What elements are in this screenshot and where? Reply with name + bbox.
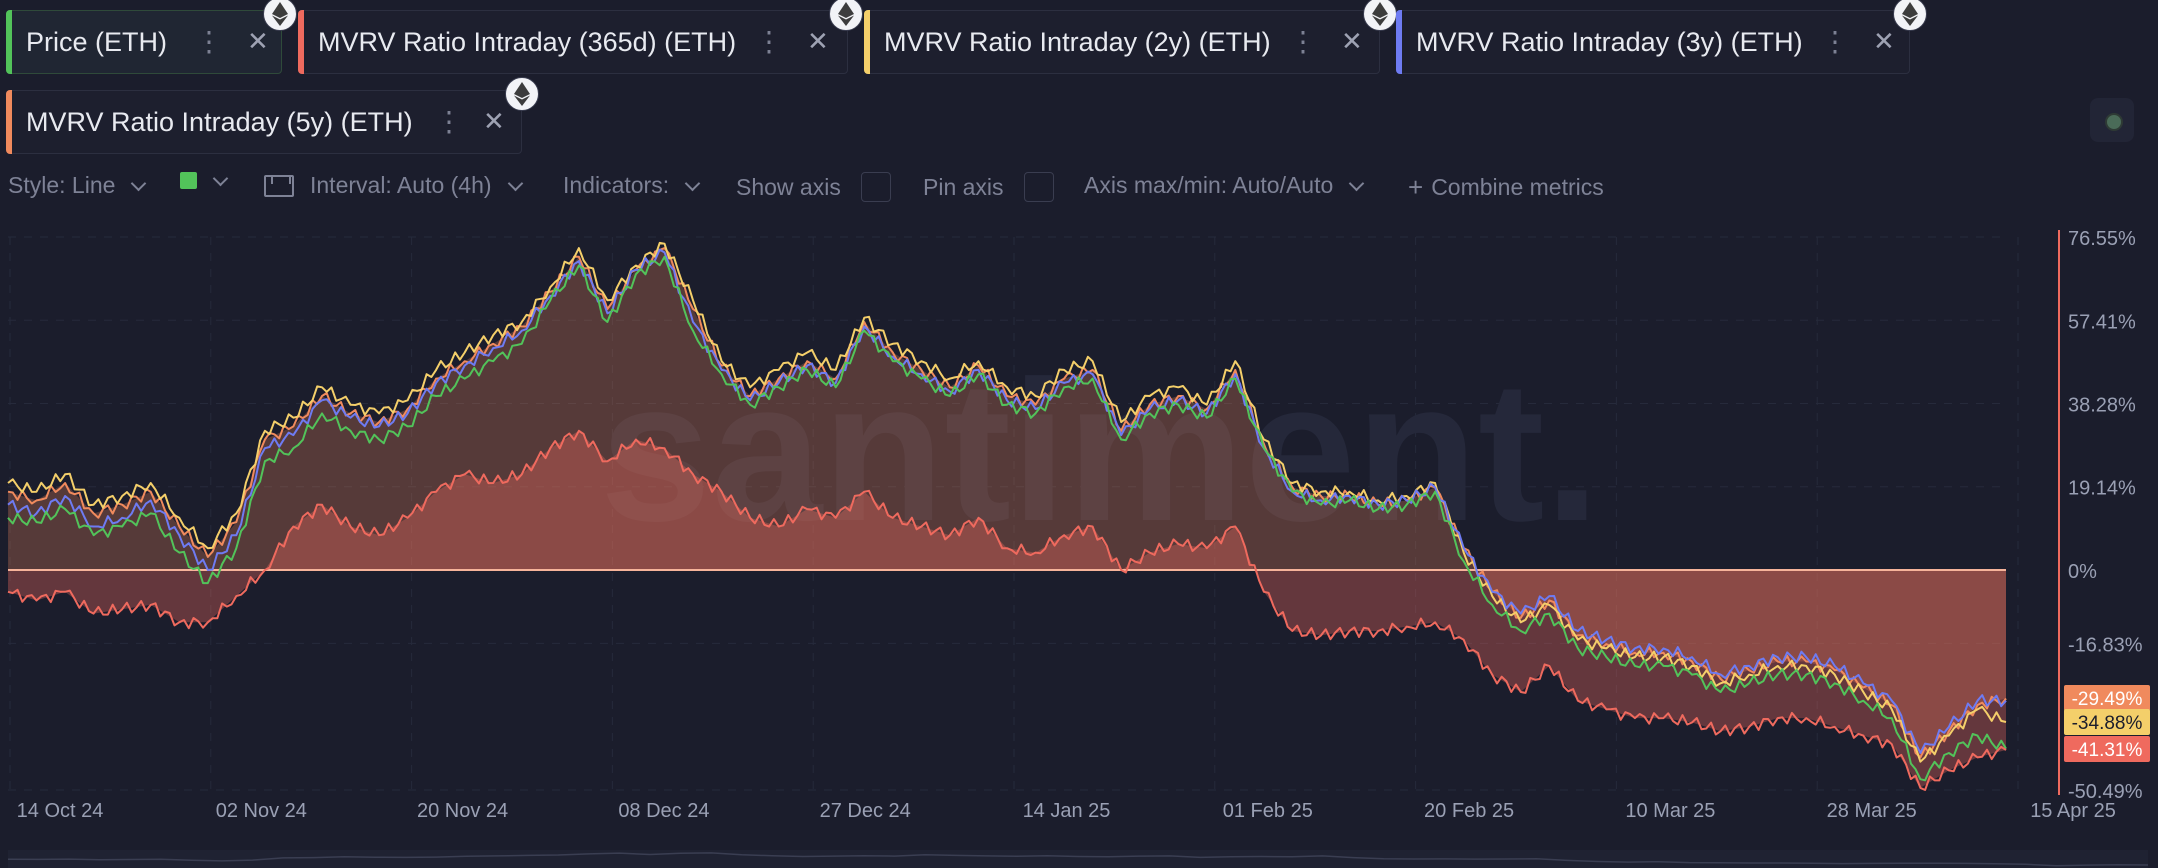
tab-mvrv-2y[interactable]: MVRV Ratio Intraday (2y) (ETH) ⋮ ✕ [864, 0, 1397, 74]
y-tick-label: -16.83% [2068, 634, 2143, 656]
show-axis-toggle[interactable]: Show axis [736, 172, 891, 202]
series-area [8, 248, 2006, 758]
x-tick-label: 28 Mar 25 [1827, 800, 1917, 822]
navigator-line [7, 852, 2149, 867]
status-dot-icon [2105, 113, 2123, 131]
x-tick-label: 01 Feb 25 [1223, 800, 1313, 822]
badge-background [2064, 736, 2150, 762]
tab-mvrv-3y[interactable]: MVRV Ratio Intraday (3y) (ETH) ⋮ ✕ [1396, 0, 1927, 74]
tab-color-indicator [298, 10, 304, 74]
more-options-icon[interactable]: ⋮ [755, 26, 783, 57]
color-picker[interactable] [180, 170, 229, 189]
badge-label: -34.88% [2072, 713, 2143, 734]
ethereum-icon [1893, 0, 1927, 31]
pin-axis-checkbox[interactable] [1023, 172, 1054, 202]
tab-color-indicator [6, 90, 12, 154]
pin-axis-label: Pin axis [923, 173, 1004, 200]
series-line [7, 429, 2007, 791]
tab-price-eth[interactable]: Price (ETH) ⋮ ✕ [6, 0, 297, 74]
combine-metrics-button[interactable]: + Combine metrics [1408, 172, 1604, 203]
y-axis: 76.55% 57.41% 38.28% 19.14% 0% -16.83% -50.49% [2058, 228, 2143, 803]
tab-mvrv-5y[interactable]: MVRV Ratio Intraday (5y) (ETH) ⋮ ✕ [6, 77, 539, 154]
sidebar-toggle-button[interactable] [2090, 98, 2134, 142]
tab-label: MVRV Ratio Intraday (2y) (ETH) [884, 26, 1271, 57]
plus-icon: + [1408, 172, 1424, 202]
style-dropdown[interactable]: Style: Line [8, 172, 147, 199]
tab-color-indicator [6, 10, 12, 74]
navigator-track[interactable] [8, 850, 2148, 868]
style-label: Style: Line [8, 172, 116, 198]
last-value-badges: -29.49% -34.88% -41.31% [2064, 685, 2150, 762]
x-tick-label: 20 Feb 25 [1424, 800, 1514, 822]
tab-label: MVRV Ratio Intraday (365d) (ETH) [318, 26, 737, 57]
series-line [7, 255, 2007, 782]
tab-label: MVRV Ratio Intraday (5y) (ETH) [26, 106, 413, 137]
timeline-navigator[interactable] [7, 850, 2149, 868]
show-axis-checkbox[interactable] [860, 172, 891, 202]
tab-label: Price (ETH) [26, 26, 167, 57]
y-tick-label: 19.14% [2068, 478, 2136, 500]
close-icon[interactable]: ✕ [1341, 26, 1363, 56]
close-icon[interactable]: ✕ [483, 106, 505, 136]
x-tick-label: 20 Nov 24 [417, 800, 508, 822]
last-value-badge: -34.88% [2064, 709, 2150, 735]
badge-background [2064, 685, 2150, 711]
more-options-icon[interactable]: ⋮ [1821, 26, 1849, 57]
y-tick-label: 0% [2068, 561, 2097, 583]
series-line [7, 248, 2007, 754]
tab-label: MVRV Ratio Intraday (3y) (ETH) [1416, 26, 1803, 57]
interval-label: Interval: Auto (4h) [310, 172, 492, 198]
x-axis: 14 Oct 24 02 Nov 24 20 Nov 24 08 Dec 24 27 D… [17, 800, 2116, 822]
x-tick-label: 14 Oct 24 [17, 800, 104, 822]
series-areas [8, 248, 2006, 788]
color-swatch [180, 172, 197, 189]
more-options-icon[interactable]: ⋮ [195, 26, 223, 57]
close-icon[interactable]: ✕ [247, 26, 269, 56]
close-icon[interactable]: ✕ [807, 26, 829, 56]
x-tick-label: 08 Dec 24 [618, 800, 709, 822]
x-tick-label: 27 Dec 24 [820, 800, 911, 822]
combine-metrics-label: Combine metrics [1431, 174, 1604, 200]
ethereum-icon [829, 0, 863, 31]
ruler-icon [264, 174, 294, 197]
ethereum-icon [263, 0, 297, 31]
more-options-icon[interactable]: ⋮ [435, 106, 463, 137]
series-area [8, 430, 2006, 788]
interval-dropdown[interactable]: Interval: Auto (4h) [264, 172, 523, 199]
last-value-badge: -41.31% [2064, 736, 2150, 762]
indicators-label: Indicators: [563, 172, 670, 198]
indicators-dropdown[interactable]: Indicators: [563, 172, 701, 199]
series-lines [7, 241, 2007, 791]
ethereum-icon [505, 77, 539, 111]
y-tick-label: -50.49% [2068, 781, 2143, 803]
tab-color-indicator [1396, 10, 1402, 74]
tab-mvrv-365d[interactable]: MVRV Ratio Intraday (365d) (ETH) ⋮ ✕ [298, 0, 863, 74]
last-value-badge: -29.49% [2064, 685, 2150, 711]
x-tick-label: 15 Apr 25 [2030, 800, 2116, 822]
tab-color-indicator [864, 10, 870, 74]
x-tick-label: 02 Nov 24 [216, 800, 307, 822]
axis-minmax-dropdown[interactable]: Axis max/min: Auto/Auto [1084, 172, 1365, 199]
more-options-icon[interactable]: ⋮ [1289, 26, 1317, 57]
axis-minmax-label: Axis max/min: Auto/Auto [1084, 172, 1334, 198]
pin-axis-toggle[interactable]: Pin axis [923, 172, 1054, 202]
badge-label: -29.49% [2072, 689, 2143, 710]
show-axis-label: Show axis [736, 173, 841, 200]
close-icon[interactable]: ✕ [1873, 26, 1895, 56]
x-tick-label: 14 Jan 25 [1023, 800, 1111, 822]
badge-background [2064, 709, 2150, 735]
badge-label: -41.31% [2072, 740, 2143, 761]
y-tick-label: 57.41% [2068, 311, 2136, 333]
y-tick-label: 38.28% [2068, 394, 2136, 416]
y-tick-label: 76.55% [2068, 228, 2136, 250]
x-tick-label: 10 Mar 25 [1625, 800, 1715, 822]
